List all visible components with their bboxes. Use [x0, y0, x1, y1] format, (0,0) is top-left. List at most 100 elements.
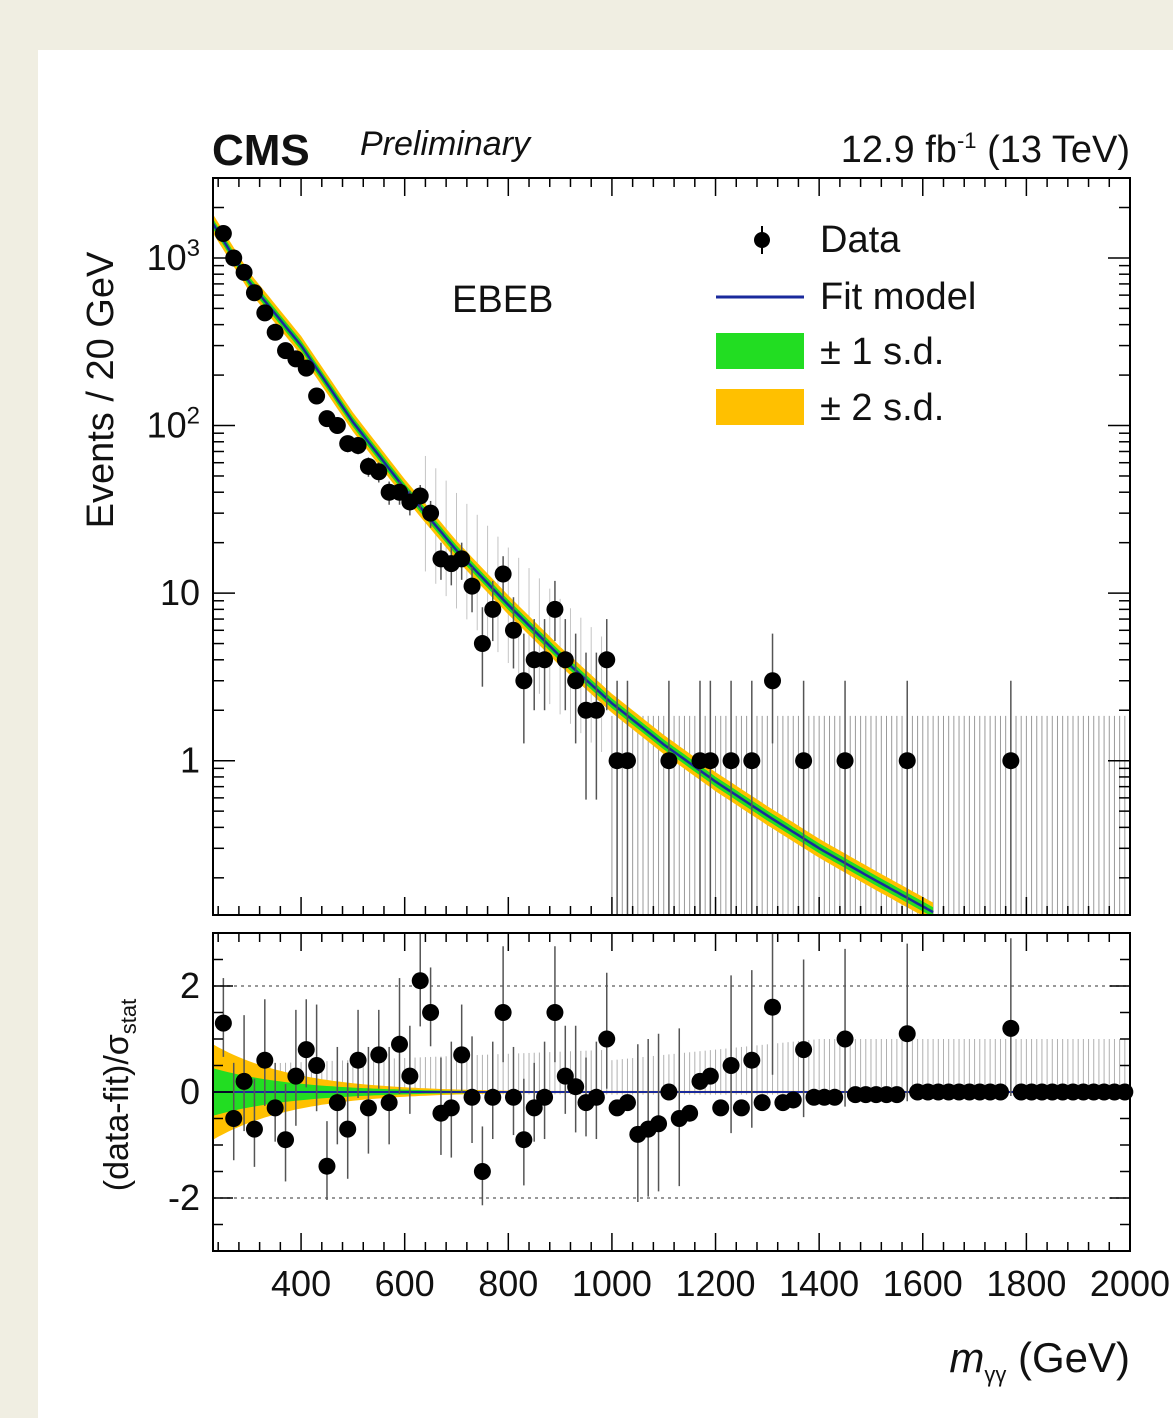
data-point	[743, 752, 761, 770]
pull-point	[712, 1099, 730, 1117]
pull-point	[743, 1051, 761, 1069]
data-point	[567, 672, 585, 690]
legend-band2-swatch	[716, 389, 804, 425]
pull-point	[753, 1094, 771, 1112]
ratio-x-tick-label: 1400	[779, 1263, 859, 1304]
pull-point	[422, 1004, 440, 1021]
experiment-label: CMS	[212, 126, 310, 175]
ratio-x-tick-label: 800	[478, 1263, 538, 1304]
pull-point	[287, 1067, 305, 1085]
ratio-x-tick-label: 600	[375, 1263, 435, 1304]
data-point	[1002, 752, 1020, 770]
data-point	[722, 752, 740, 770]
legend-band2-label: ± 2 s.d.	[820, 387, 944, 429]
data-point	[370, 463, 388, 481]
pull-point	[277, 1131, 295, 1149]
legend-fit-label: Fit model	[820, 276, 976, 318]
main-y-tick-label: 10	[160, 572, 200, 613]
data-point	[898, 752, 916, 770]
ratio-x-tick-label: 1800	[986, 1263, 1066, 1304]
pull-point	[328, 1094, 346, 1112]
pull-point	[494, 1004, 512, 1021]
legend-data-label: Data	[820, 219, 901, 261]
data-point	[598, 651, 616, 669]
pull-point	[888, 1086, 906, 1104]
pull-point	[235, 1072, 253, 1090]
ratio-x-tick-label: 400	[271, 1263, 331, 1304]
data-point	[473, 635, 491, 653]
pull-point	[391, 1035, 409, 1053]
pull-point	[256, 1051, 274, 1069]
pull-point	[991, 1083, 1009, 1101]
pull-point	[898, 1025, 916, 1043]
pull-point	[650, 1115, 668, 1133]
pull-point	[359, 1099, 377, 1117]
pull-point	[525, 1099, 543, 1117]
pull-point	[536, 1088, 554, 1106]
data-point	[297, 359, 315, 377]
data-point	[214, 224, 232, 242]
pull-point	[587, 1088, 605, 1106]
main-y-tick-label: 1	[180, 740, 200, 781]
data-point	[308, 387, 326, 405]
status-label: Preliminary	[360, 125, 532, 163]
pull-point	[463, 1088, 481, 1106]
legend-band1-label: ± 1 s.d.	[820, 331, 944, 373]
data-point	[504, 621, 522, 639]
pull-point	[795, 1041, 813, 1059]
ratio-x-tick-label: 1200	[675, 1263, 755, 1304]
pull-point	[826, 1088, 844, 1106]
pull-point	[618, 1094, 636, 1112]
pull-point	[245, 1120, 263, 1138]
pull-point	[732, 1099, 750, 1117]
data-point	[587, 701, 605, 719]
x-axis-label: mγγ (GeV)	[949, 1334, 1130, 1387]
main-y-tick-label: 103	[147, 235, 200, 278]
data-point	[701, 752, 719, 770]
pull-point	[556, 1067, 574, 1085]
pull-point	[484, 1088, 502, 1106]
pull-point	[546, 1004, 564, 1021]
main-y-axis-label: Events / 20 GeV	[80, 251, 122, 528]
category-label: EBEB	[452, 279, 553, 321]
pull-point	[453, 1046, 471, 1064]
pull-point	[473, 1163, 491, 1180]
pull-point	[681, 1104, 699, 1122]
legend: Data Fit model ± 1 s.d. ± 2 s.d.	[716, 219, 976, 429]
data-point	[328, 417, 346, 435]
data-point	[556, 651, 574, 669]
ratio-y-axis-label: (data-fit)/σstat	[98, 999, 141, 1192]
data-point	[494, 565, 512, 583]
data-point	[764, 672, 782, 690]
pull-point	[214, 1014, 232, 1032]
pull-point	[836, 1030, 854, 1048]
pull-point	[515, 1131, 533, 1149]
data-point	[660, 752, 678, 770]
pull-point	[339, 1120, 357, 1138]
ratio-y-tick-label: -2	[168, 1177, 200, 1218]
main-x-ticks	[217, 178, 1131, 915]
data-point	[256, 304, 274, 322]
ratio-x-tick-label: 1000	[572, 1263, 652, 1304]
data-point	[453, 550, 471, 568]
ratio-data-points	[214, 972, 1134, 1180]
main-plot-background	[213, 178, 1130, 915]
pull-point	[266, 1099, 284, 1117]
ratio-y-tick-label: 2	[180, 965, 200, 1006]
data-point	[795, 752, 813, 770]
main-plot-frame	[212, 177, 1131, 916]
ratio-x-tick-label: 1600	[883, 1263, 963, 1304]
ratio-y-ticks: 2 0 -2	[168, 932, 1130, 1252]
pull-point	[1002, 1019, 1020, 1037]
pull-point	[411, 972, 429, 990]
data-point	[349, 437, 367, 455]
data-point	[422, 504, 440, 522]
pull-point	[349, 1051, 367, 1069]
data-point	[546, 600, 564, 618]
pull-point	[784, 1091, 802, 1109]
data-point	[515, 672, 533, 690]
ratio-x-ticks: 400 600 800 1000 1200 1400 1600 1800 2000	[217, 933, 1170, 1304]
